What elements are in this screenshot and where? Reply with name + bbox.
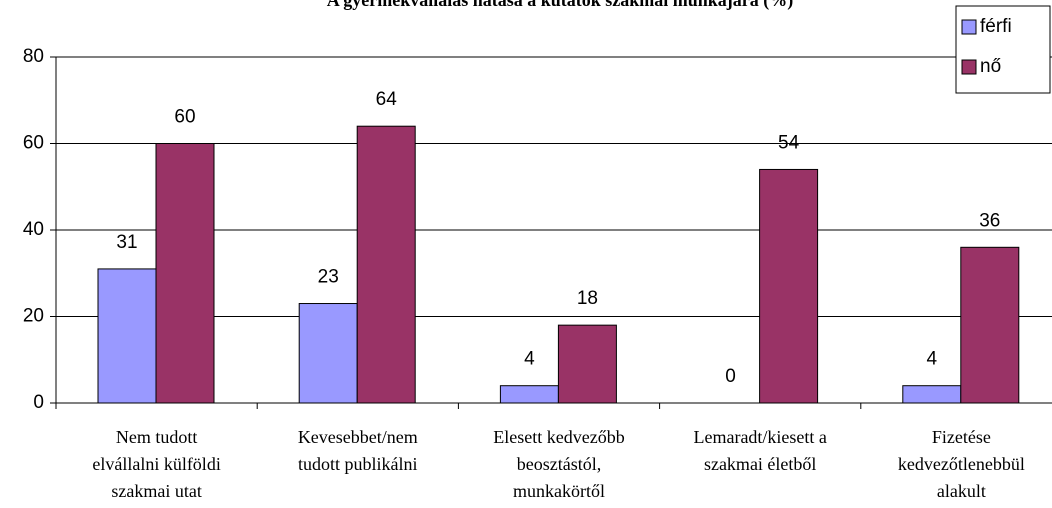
x-tick-label: elvállalni külföldi bbox=[92, 454, 220, 474]
legend-label: nő bbox=[980, 56, 1001, 77]
value-label: 4 bbox=[927, 349, 938, 370]
y-tick-label: 80 bbox=[23, 46, 44, 67]
x-tick-label: alakult bbox=[937, 481, 986, 501]
y-tick-label: 40 bbox=[23, 219, 44, 240]
x-tick-label: Lemaradt/kiesett a bbox=[693, 427, 826, 447]
value-label: 23 bbox=[318, 267, 339, 288]
bar bbox=[298, 303, 358, 404]
bar bbox=[557, 324, 617, 404]
value-label: 36 bbox=[979, 210, 1000, 231]
value-label: 0 bbox=[725, 366, 736, 387]
x-tick-label: Kevesebbet/nem bbox=[298, 427, 418, 447]
bar bbox=[960, 246, 1020, 404]
x-tick-label: kedvezőtlenebbül bbox=[898, 454, 1025, 474]
x-tick-label: Nem tudott bbox=[116, 427, 198, 447]
x-tick-label: Elesett kedvezőbb bbox=[493, 427, 624, 447]
value-label: 64 bbox=[376, 89, 398, 110]
bar bbox=[759, 168, 819, 404]
value-label: 54 bbox=[778, 132, 800, 153]
bar bbox=[356, 125, 416, 404]
x-tick-label: munkakörtől bbox=[513, 481, 605, 501]
x-tick-label: tudott publikálni bbox=[298, 454, 418, 474]
legend-swatch bbox=[961, 59, 977, 75]
bar bbox=[499, 385, 559, 404]
bar bbox=[155, 143, 215, 404]
x-tick-label: szakmai utat bbox=[111, 481, 201, 501]
value-label: 31 bbox=[116, 232, 137, 253]
x-tick-label: szakmai életből bbox=[704, 454, 816, 474]
y-tick-label: 0 bbox=[33, 392, 44, 413]
y-tick-label: 20 bbox=[23, 306, 44, 327]
y-tick-label: 60 bbox=[23, 133, 44, 154]
legend-label: férfi bbox=[980, 16, 1012, 37]
chart-title: A gyermekvállalás hatása a kutatók szakm… bbox=[327, 0, 794, 11]
value-label: 4 bbox=[524, 349, 535, 370]
value-label: 18 bbox=[577, 288, 598, 309]
bar bbox=[97, 268, 157, 404]
bar bbox=[902, 385, 962, 404]
legend-swatch bbox=[961, 19, 977, 35]
x-tick-label: Fizetése bbox=[932, 427, 991, 447]
x-tick-label: beosztástól, bbox=[517, 454, 601, 474]
value-label: 60 bbox=[174, 107, 195, 128]
